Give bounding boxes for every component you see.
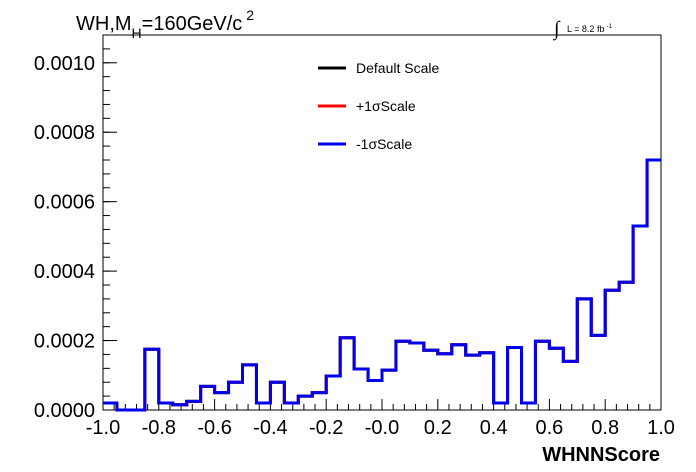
y-tick-label: 0.0006 <box>34 192 95 214</box>
x-tick-label: -0.8 <box>142 417 176 439</box>
legend: Default Scale +1σScale -1σScale <box>318 60 439 152</box>
lumi-superscript: -1 <box>606 24 612 30</box>
title-superscript: 2 <box>246 7 254 23</box>
x-tick-label: -0.6 <box>197 417 231 439</box>
x-tick-label: 0.6 <box>535 417 563 439</box>
x-tick-label: -0.2 <box>309 417 343 439</box>
integral-sign: ∫ <box>552 18 561 41</box>
x-tick-label: -0.0 <box>365 417 399 439</box>
chart-title: WH,MH=160GeV/c 2 <box>76 7 254 41</box>
x-tick-label: -0.4 <box>253 417 287 439</box>
y-tick-label: 0.0004 <box>34 261 95 283</box>
x-tick-label: 1.0 <box>647 417 675 439</box>
y-tick-label: 0.0002 <box>34 331 95 353</box>
x-tick-label: 0.8 <box>591 417 619 439</box>
x-axis-label: WHNNScore <box>542 444 660 466</box>
title-main: WH,M <box>76 13 132 35</box>
x-tick-label: 0.2 <box>424 417 452 439</box>
title-subscript: H <box>132 25 142 41</box>
series-group <box>103 158 661 412</box>
legend-label-1: Default Scale <box>356 60 439 76</box>
axes-group: -1.0 -0.8 -0.6 -0.4 -0.2 -0.0 0.2 0.4 0.6 0.8 1.0 0… <box>34 34 675 439</box>
lumi-text: L = 8.2 fb <box>567 24 604 34</box>
x-tick-label: -1.0 <box>86 417 120 439</box>
title-tail: =160GeV/c <box>142 13 243 35</box>
lumi-annotation: L = 8.2 fb -1 <box>567 24 612 34</box>
legend-label-2: +1σScale <box>356 98 416 114</box>
y-tick-label: 0.0010 <box>34 53 95 75</box>
y-tick-label: 0.0008 <box>34 122 95 144</box>
series-line-3 <box>103 158 661 412</box>
y-tick-label: 0.0000 <box>34 400 95 422</box>
x-tick-label: 0.4 <box>480 417 508 439</box>
legend-label-3: -1σScale <box>356 136 412 152</box>
